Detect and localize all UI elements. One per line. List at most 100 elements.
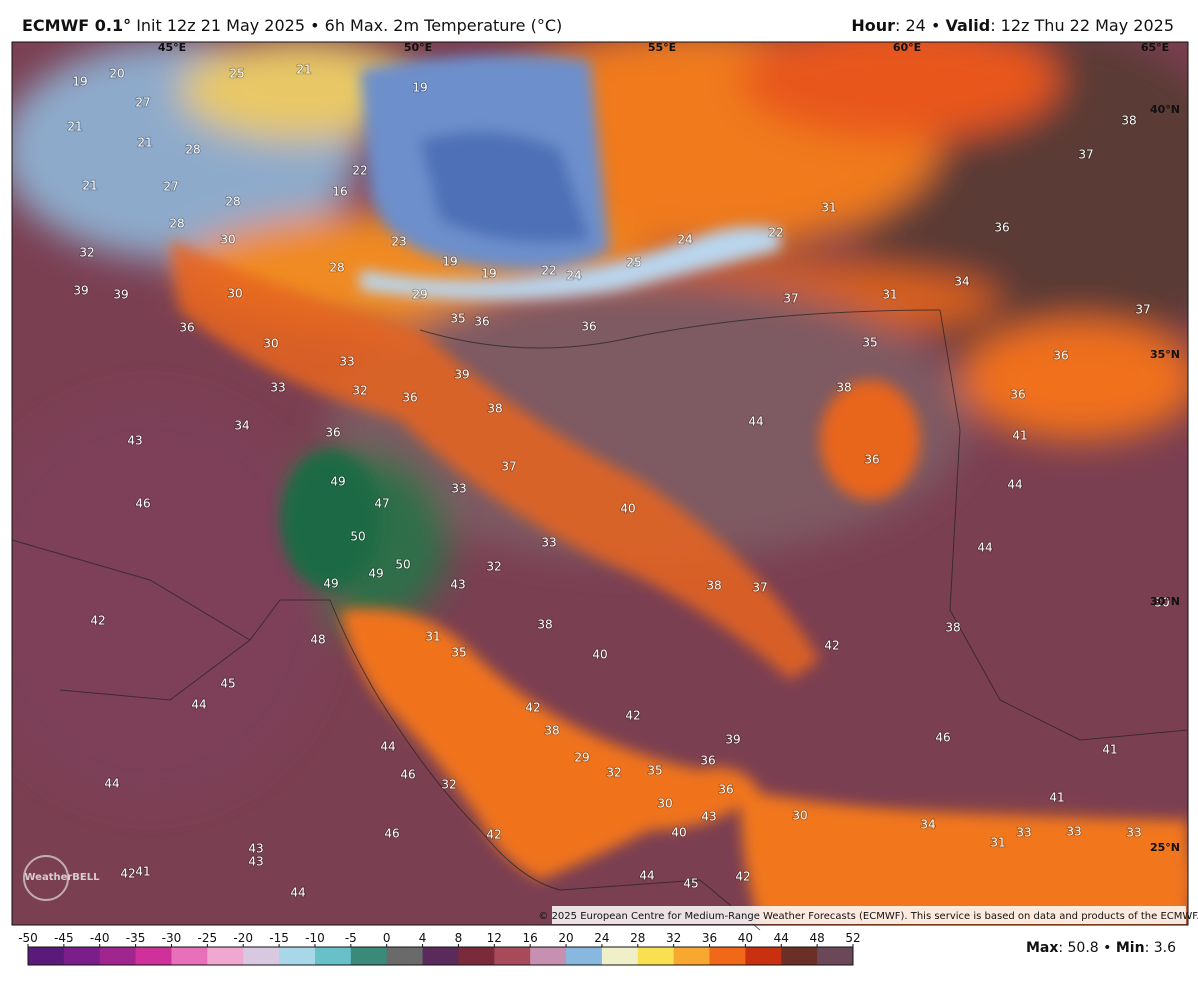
valid-key: Valid (945, 16, 991, 35)
graticule-label: 35°N (1150, 348, 1180, 361)
temperature-label: 36 (1053, 349, 1068, 363)
temperature-label: 44 (290, 886, 305, 900)
temperature-label: 36 (1010, 388, 1025, 402)
temperature-label: 36 (700, 754, 715, 768)
temperature-label: 38 (487, 402, 502, 416)
temperature-label: 37 (783, 292, 798, 306)
temperature-label: 29 (412, 288, 427, 302)
temperature-label: 40 (620, 502, 635, 516)
hour-key: Hour (851, 16, 896, 35)
temperature-label: 32 (79, 246, 94, 260)
temperature-label: 31 (425, 630, 440, 644)
temperature-label: 43 (248, 855, 263, 869)
graticule-label: 30°N (1150, 595, 1180, 608)
graticule-label: 25°N (1150, 841, 1180, 854)
min-value: : 3.6 (1144, 940, 1176, 956)
temperature-field (12, 42, 1188, 925)
temperature-label: 38 (537, 618, 552, 632)
colorbar-tick-label: 8 (455, 931, 463, 945)
temperature-label: 46 (400, 768, 415, 782)
temperature-label: 31 (990, 836, 1005, 850)
graticule-label: 45°E (158, 41, 186, 54)
temperature-label: 33 (1016, 826, 1031, 840)
temperature-label: 28 (225, 195, 240, 209)
colorbar-tick-label: -20 (233, 931, 253, 945)
temperature-label: 22 (541, 264, 556, 278)
temperature-label: 36 (402, 391, 417, 405)
temperature-label: 35 (451, 646, 466, 660)
temperature-label: 20 (109, 67, 124, 81)
temperature-label: 21 (82, 179, 97, 193)
temperature-label: 30 (220, 233, 235, 247)
temperature-label: 35 (647, 764, 662, 778)
model: ECMWF 0.1° (22, 16, 132, 35)
temperature-label: 30 (1154, 596, 1169, 610)
colorbar: -50 -45 -40 -35 -30 -25 -20 -15 -10 -5 0 4 8 12 16 20 24… (18, 931, 861, 966)
temperature-label: 43 (127, 434, 142, 448)
temperature-label: 38 (836, 381, 851, 395)
temperature-label: 42 (824, 639, 839, 653)
temperature-label: 44 (191, 698, 206, 712)
temperature-label: 41 (135, 865, 150, 879)
graticule-label: 60°E (893, 41, 921, 54)
temperature-label: 41 (1049, 791, 1064, 805)
valid-value: : 12z Thu 22 May 2025 (990, 16, 1174, 35)
hour-value: : 24 • (895, 16, 946, 35)
temperature-label: 19 (72, 75, 87, 89)
colorbar-segment (494, 947, 531, 965)
colorbar-tick-label: 16 (523, 931, 538, 945)
temperature-label: 34 (234, 419, 249, 433)
temperature-label: 49 (330, 475, 345, 489)
temperature-label: 45 (220, 677, 235, 691)
colorbar-tick-label: -50 (18, 931, 38, 945)
temperature-label: 27 (135, 96, 150, 110)
temperature-label: 44 (104, 777, 119, 791)
colorbar-segment (458, 947, 495, 965)
temperature-label: 33 (270, 381, 285, 395)
temperature-label: 34 (954, 275, 969, 289)
colorbar-segment (601, 947, 639, 965)
colorbar-tick-label: -10 (305, 931, 325, 945)
colorbar-segment (566, 947, 603, 965)
temperature-label: 33 (339, 355, 354, 369)
temperature-label: 41 (1012, 429, 1027, 443)
colorbar-tick-label: 36 (702, 931, 717, 945)
colorbar-tick-label: -25 (198, 931, 218, 945)
temperature-label: 32 (486, 560, 501, 574)
temperature-label: 38 (1121, 114, 1136, 128)
min-key: Min (1115, 940, 1145, 956)
colorbar-tick-label: 4 (419, 931, 427, 945)
colorbar-segment (817, 947, 854, 965)
colorbar-tick-label: 44 (774, 931, 789, 945)
temperature-label: 33 (541, 536, 556, 550)
temperature-label: 43 (701, 810, 716, 824)
graticule-label: 55°E (648, 41, 676, 54)
temperature-label: 39 (725, 733, 740, 747)
max-key: Max (1025, 940, 1059, 956)
colorbar-tick-label: 28 (630, 931, 645, 945)
temperature-label: 25 (626, 256, 641, 270)
temperature-label: 49 (368, 567, 383, 581)
temperature-label: 28 (185, 143, 200, 157)
temperature-label: 43 (450, 578, 465, 592)
temperature-label: 37 (1078, 148, 1093, 162)
copyright-box (552, 906, 1186, 924)
colorbar-segment (745, 947, 782, 965)
temperature-label: 38 (706, 579, 721, 593)
temperature-label: 32 (441, 778, 456, 792)
temperature-label: 38 (544, 724, 559, 738)
colorbar-segment (637, 947, 675, 965)
graticule: 45°E 50°E 55°E 60°E 65°E 40°N 35°N 30°N 25°N (158, 41, 1180, 854)
temperature-label: 44 (748, 415, 763, 429)
temperature-label: 21 (296, 63, 311, 77)
colorbar-segment (63, 947, 101, 965)
temperature-label: 27 (163, 180, 178, 194)
temperature-label: 19 (481, 267, 496, 281)
temperature-label: 21 (67, 120, 82, 134)
temperature-label: 33 (1126, 826, 1141, 840)
temperature-label: 36 (474, 315, 489, 329)
colorbar-tick-label: 40 (738, 931, 753, 945)
graticule-label: 65°E (1141, 41, 1169, 54)
colorbar-tick-label: -35 (126, 931, 146, 945)
